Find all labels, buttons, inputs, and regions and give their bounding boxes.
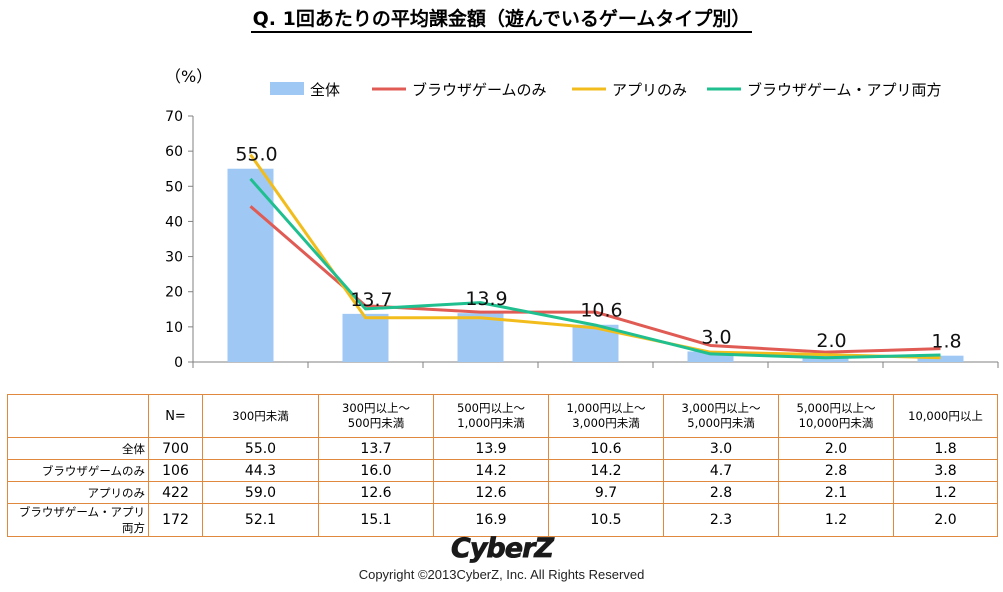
table-header-line: 300円未満 <box>232 408 289 423</box>
table-header-line: 10,000円以上 <box>908 408 983 423</box>
bar-3 <box>457 313 504 362</box>
table-row-n: 700 <box>148 437 203 460</box>
y-tick-label: 70 <box>165 109 183 125</box>
table-row: 全体 700 55.0 13.7 13.9 10.6 3.0 2.0 1.8 <box>7 437 998 460</box>
chart-area: （%） 0 10 20 30 40 50 60 70 55.0 13.7 13.9 10.6 3.0 2.0… <box>165 67 999 371</box>
cyberz-logo-text: CyberZ <box>451 533 554 564</box>
table-cell: 2.8 <box>663 481 779 504</box>
table-cell: 13.9 <box>433 437 549 460</box>
cyberz-logo: CyberZ <box>0 532 1003 568</box>
cyberz-logo-mark: CyberZ <box>450 533 555 565</box>
table-cell: 14.2 <box>433 459 549 482</box>
table-row-label: 全体 <box>7 437 149 460</box>
table-cell: 2.8 <box>778 459 894 482</box>
table-cell: 14.2 <box>548 459 664 482</box>
table-header-line: 500円以上～ <box>457 401 525 415</box>
table-row-label: ブラウザゲームのみ <box>7 459 149 482</box>
table-header-line: 5,000円未満 <box>687 416 755 430</box>
table-cell: 3.0 <box>663 437 779 460</box>
table-header-cell: 10,000円以上 <box>893 394 998 438</box>
table-cell: 52.1 <box>202 503 319 537</box>
table-header-line: 10,000円未満 <box>798 416 874 430</box>
legend-label-line-2: アプリのみ <box>612 81 687 99</box>
legend-label-line-1: ブラウザゲームのみ <box>412 81 547 99</box>
table-cell: 55.0 <box>202 437 319 460</box>
table-cell: 1.8 <box>893 437 998 460</box>
bar-7 <box>917 355 964 362</box>
table-header-cell: 500円以上～ 1,000円未満 <box>433 394 549 438</box>
table-cell: 44.3 <box>202 459 319 482</box>
bar-5 <box>687 351 734 362</box>
bar-data-label: 13.9 <box>465 288 507 310</box>
table-header-line: 500円未満 <box>347 416 405 430</box>
table-cell: 16.9 <box>433 503 549 537</box>
table-row-label: アプリのみ <box>7 481 149 504</box>
table-cell: 16.0 <box>318 459 434 482</box>
table-header-line: 300円以上～ <box>342 401 410 415</box>
table-cell: 1.2 <box>778 503 894 537</box>
table-header-cell: 1,000円以上～ 3,000円未満 <box>548 394 664 438</box>
table-row-label: ブラウザゲーム・アプリ両方 <box>7 503 149 537</box>
bar-data-label: 13.7 <box>350 289 392 311</box>
table-cell: 2.1 <box>778 481 894 504</box>
chart-title: Q. 1回あたりの平均課金額（遊んでいるゲームタイプ別） <box>0 4 1003 33</box>
bar-data-label: 55.0 <box>235 144 277 166</box>
table-cell: 10.5 <box>548 503 664 537</box>
table-header-cell: 300円未満 <box>202 394 319 438</box>
table-cell: 12.6 <box>318 481 434 504</box>
table-cell: 3.8 <box>893 459 998 482</box>
table-header-cell: 3,000円以上～ 5,000円未満 <box>663 394 779 438</box>
y-tick-label: 40 <box>165 214 183 230</box>
y-tick-label: 50 <box>165 179 183 195</box>
table-cell: 15.1 <box>318 503 434 537</box>
y-axis-label: （%） <box>165 67 212 86</box>
line-series-3 <box>249 177 941 360</box>
y-tick-label: 20 <box>165 285 183 301</box>
table-cell: 13.7 <box>318 437 434 460</box>
table-header-line: 1,000円以上～ <box>566 401 646 415</box>
y-tick-label: 30 <box>165 250 183 266</box>
copyright-text: Copyright ©2013CyberZ, Inc. All Rights R… <box>358 567 645 582</box>
table-header-line: 5,000円以上～ <box>796 401 876 415</box>
chart-title-text: Q. 1回あたりの平均課金額（遊んでいるゲームタイプ別） <box>250 8 753 33</box>
table-cell: 2.3 <box>663 503 779 537</box>
y-tick-label: 10 <box>165 320 183 336</box>
legend-label-line-3: ブラウザゲーム・アプリ両方 <box>747 81 942 99</box>
line-series-2 <box>249 153 941 360</box>
table-row-n: 422 <box>148 481 203 504</box>
table-row-n: 106 <box>148 459 203 482</box>
table-cell: 12.6 <box>433 481 549 504</box>
y-tick-label: 60 <box>165 144 183 160</box>
bar-2 <box>342 313 389 362</box>
bar-data-label: 2.0 <box>816 330 846 352</box>
table-row: アプリのみ 422 59.0 12.6 12.6 9.7 2.8 2.1 1.2 <box>7 481 998 504</box>
y-tick-label: 0 <box>174 355 183 371</box>
table-cell: 9.7 <box>548 481 664 504</box>
line-series-1 <box>249 205 941 354</box>
table-cell: 4.7 <box>663 459 779 482</box>
table-cell: 1.2 <box>893 481 998 504</box>
table-cell: 2.0 <box>893 503 998 537</box>
legend-label-all: 全体 <box>310 81 340 99</box>
data-table: N= 300円未満 300円以上～ 500円未満 500円以上～ 1,000円未満 1,00… <box>7 394 998 537</box>
table-row: ブラウザゲーム・アプリ両方 172 52.1 15.1 16.9 10.5 2.3 1.2 2.… <box>7 503 998 537</box>
table-header-line: 3,000円未満 <box>572 416 640 430</box>
table-header-cell: 300円以上～ 500円未満 <box>318 394 434 438</box>
table-corner-cell <box>7 394 149 438</box>
table-row-n: 172 <box>148 503 203 537</box>
bar-data-label: 10.6 <box>580 300 622 322</box>
table-header-line: 1,000円未満 <box>457 416 525 430</box>
table-cell: 59.0 <box>202 481 319 504</box>
bar-data-label: 3.0 <box>701 326 731 348</box>
legend-swatch-all <box>270 82 304 95</box>
table-header-n: N= <box>148 394 203 438</box>
bar-data-label: 1.8 <box>931 331 961 353</box>
table-header-row: N= 300円未満 300円以上～ 500円未満 500円以上～ 1,000円未満 1,00… <box>7 394 998 438</box>
table-header-line: 3,000円以上～ <box>681 401 761 415</box>
table-header-cell: 5,000円以上～ 10,000円未満 <box>778 394 894 438</box>
bar-1 <box>227 168 274 362</box>
table-row: ブラウザゲームのみ 106 44.3 16.0 14.2 14.2 4.7 2.8 3.8 <box>7 459 998 482</box>
table-cell: 10.6 <box>548 437 664 460</box>
table-cell: 2.0 <box>778 437 894 460</box>
